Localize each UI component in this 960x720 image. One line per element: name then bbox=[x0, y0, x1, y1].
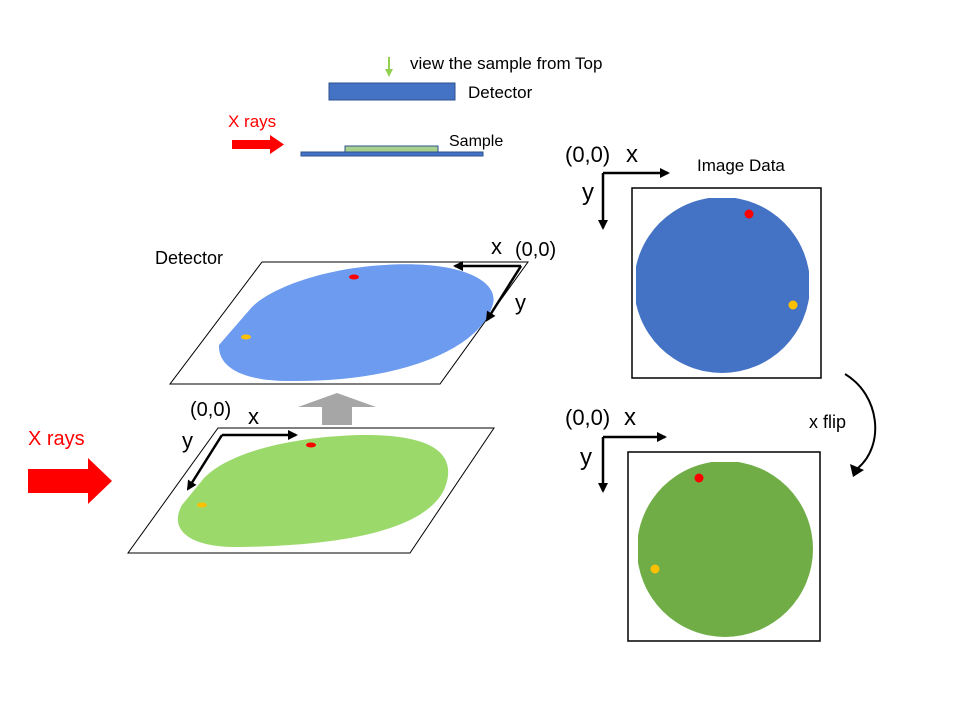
sample-y-label: y bbox=[182, 428, 193, 453]
image-yellow-spot bbox=[788, 300, 798, 310]
detector-plane-label: Detector bbox=[155, 248, 223, 268]
sample-yellow-spot bbox=[197, 502, 207, 508]
flipped-panel: (0,0) x y bbox=[565, 404, 821, 642]
sample-plane: (0,0) x y bbox=[127, 399, 495, 554]
flip-label: x flip bbox=[809, 412, 846, 432]
detector-origin-label: (0,0) bbox=[515, 239, 556, 261]
detector-plane: Detector x (0,0) y bbox=[155, 234, 556, 385]
sample-green-disk bbox=[177, 434, 449, 548]
projection-arrow bbox=[298, 393, 376, 425]
sample-axes: (0,0) x y bbox=[182, 399, 298, 491]
top-substrate-bar bbox=[300, 151, 484, 157]
image-origin-label: (0,0) bbox=[565, 142, 610, 167]
top-detector-bar bbox=[328, 82, 456, 101]
detector-y-label: y bbox=[515, 290, 526, 315]
sample-origin-label: (0,0) bbox=[190, 399, 231, 421]
flipped-yellow-spot bbox=[650, 564, 660, 574]
detector-blue-disk bbox=[218, 264, 494, 382]
detector-x-label: x bbox=[491, 234, 502, 259]
detector-red-spot bbox=[349, 274, 359, 280]
sample-y-axis-arrow bbox=[186, 434, 224, 491]
image-blue-disk bbox=[636, 198, 809, 373]
top-schematic: view the sample from Top Detector X rays… bbox=[228, 54, 602, 157]
image-y-label: y bbox=[582, 179, 594, 206]
image-red-spot bbox=[744, 209, 754, 219]
detector-axes: x (0,0) y bbox=[453, 234, 556, 322]
sample-x-label: x bbox=[248, 404, 259, 429]
view-direction-arrow bbox=[385, 57, 393, 77]
flipped-y-label: y bbox=[580, 444, 592, 471]
flipped-red-spot bbox=[694, 473, 704, 483]
detector-y-axis-arrow bbox=[485, 265, 523, 322]
image-data-panel: (0,0) x y Image Data bbox=[565, 141, 822, 379]
flipped-green-disk bbox=[638, 462, 813, 637]
image-x-label: x bbox=[626, 141, 638, 168]
sample-red-spot bbox=[306, 442, 316, 448]
detector-yellow-spot bbox=[241, 334, 251, 340]
flipped-x-label: x bbox=[624, 404, 636, 431]
image-data-title: Image Data bbox=[697, 156, 785, 175]
xrays-label: X rays bbox=[28, 428, 85, 450]
view-hint-text: view the sample from Top bbox=[410, 54, 602, 73]
top-sample-label: Sample bbox=[449, 133, 503, 150]
xray-arrow bbox=[28, 458, 112, 504]
flip-arrow bbox=[844, 373, 877, 477]
top-detector-label: Detector bbox=[468, 83, 533, 102]
flipped-origin-label: (0,0) bbox=[565, 405, 610, 430]
top-xrays-label: X rays bbox=[228, 112, 276, 131]
top-sample-bar bbox=[344, 145, 439, 153]
top-xray-arrow bbox=[232, 135, 284, 154]
